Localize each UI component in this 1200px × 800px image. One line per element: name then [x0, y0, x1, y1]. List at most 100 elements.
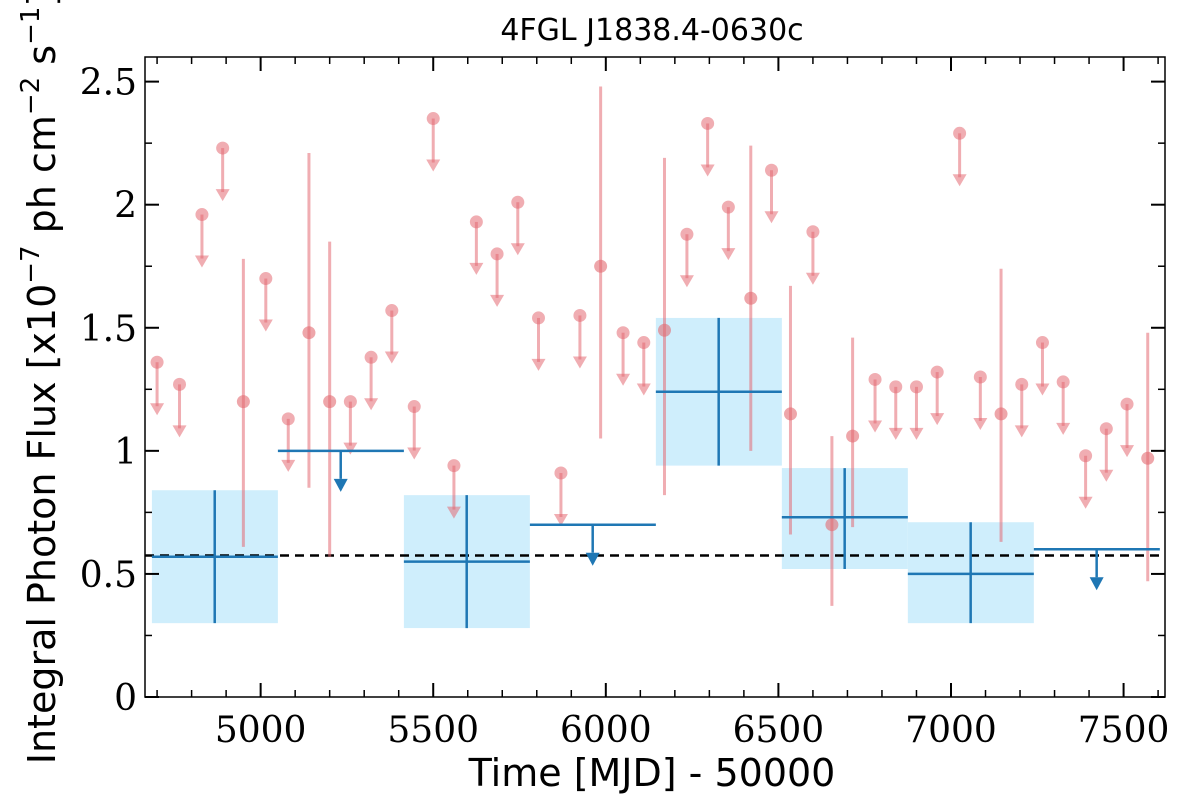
long-bin-upper-limit-head [1089, 577, 1104, 591]
short-bin-upper-limit-point [150, 355, 164, 369]
short-bin-upper-limit-point [1015, 377, 1029, 391]
short-bin-upper-limit-point [447, 459, 461, 473]
plot-area [145, 86, 1165, 629]
chart-title: 4FGL J1838.4-0630c [500, 13, 803, 48]
short-bin-upper-limit-head [553, 514, 568, 526]
short-bin-upper-limit-head [1099, 469, 1114, 482]
short-bin-upper-limit-head [258, 319, 273, 332]
short-bin-upper-limit-head [973, 418, 988, 430]
x-tick-label: 7500 [1078, 710, 1170, 751]
y-tick-label: 1.5 [80, 309, 137, 350]
short-bin-upper-limit-point [909, 380, 923, 394]
short-bin-upper-limit-head [407, 447, 422, 460]
short-bin-upper-limit-head [616, 373, 631, 386]
short-bin-upper-limit-point [364, 350, 378, 364]
short-bin-upper-limit-point [868, 372, 882, 386]
short-bin-upper-limit-point [259, 272, 273, 286]
x-tick-label: 6500 [733, 710, 825, 751]
long-bin-upper-limit-head [333, 478, 348, 492]
y-axis-label: Integral Photon Flux [x10−7 ph cm−2 s−1] [16, 0, 64, 764]
short-bin-upper-limit-head [636, 383, 651, 396]
short-bin-upper-limit-head [930, 413, 945, 426]
short-bin-upper-limit-head [364, 398, 379, 411]
short-bin-upper-limit-head [952, 174, 967, 187]
short-bin-upper-limit-point [701, 116, 715, 130]
short-bin-upper-limit-point [1056, 375, 1070, 389]
short-bin-upper-limit-head [1078, 496, 1093, 509]
short-bin-upper-limit-head [150, 403, 165, 416]
short-bin-upper-limit-point [973, 370, 987, 384]
short-bin-upper-limit-head [510, 243, 525, 256]
short-bin-upper-limit-point [721, 200, 735, 214]
short-bin-point [994, 407, 1008, 421]
short-bin-upper-limit-head [490, 294, 505, 307]
short-bin-upper-limit-point [1079, 449, 1093, 463]
short-bin-upper-limit-point [889, 380, 903, 394]
short-bin-point [657, 323, 671, 337]
short-bin-upper-limit-point [216, 141, 230, 155]
short-bin-upper-limit-point [930, 365, 944, 379]
short-bin-point [302, 326, 316, 340]
short-bin-upper-limit-head [194, 255, 209, 268]
y-tick-label: 0.5 [80, 555, 137, 596]
short-bin-upper-limit-point [680, 227, 694, 241]
y-tick-label: 2 [114, 186, 137, 227]
x-tick-label: 5000 [215, 710, 307, 751]
short-bin-upper-limit-head [909, 427, 924, 440]
short-bin-upper-limit-head [343, 442, 358, 455]
x-tick-label: 6000 [560, 710, 652, 751]
short-bin-upper-limit-head [1035, 383, 1050, 396]
short-bin-upper-limit-head [888, 427, 903, 440]
short-bin-upper-limit-point [407, 400, 421, 414]
short-bin-upper-limit-point [281, 412, 295, 426]
short-bin-upper-limit-head [1056, 422, 1071, 435]
short-bin-upper-limit-head [1120, 445, 1135, 458]
axes: 5000 5500 6000 6500 7000 7500 0 0.5 1 1.5 2 2.5 [80, 56, 1170, 751]
short-bin-point [323, 395, 337, 409]
short-bin-upper-limit-point [343, 395, 357, 409]
short-bin-upper-limit-point [1099, 422, 1113, 436]
short-bin-upper-limit-head [531, 358, 546, 371]
short-bin-upper-limit-point [1035, 336, 1049, 350]
short-bin-upper-limit-point [426, 112, 440, 126]
short-bin-upper-limit-head [805, 272, 820, 285]
short-bin-upper-limit-head [1014, 425, 1029, 438]
short-bin-upper-limit-point [490, 247, 504, 261]
y-tick-label: 2.5 [80, 63, 137, 104]
short-bin-upper-limit-point [385, 304, 399, 318]
short-bin-upper-limit-point [532, 311, 546, 325]
short-bin-upper-limit-point [554, 466, 568, 480]
short-bin-upper-limit-point [764, 163, 778, 177]
short-bin-upper-limit-head [469, 262, 484, 275]
y-tick-label: 0 [114, 678, 137, 719]
short-bin-upper-limit-head [215, 189, 230, 202]
short-bin-upper-limit-head [572, 356, 587, 369]
short-bin-upper-limit-head [764, 211, 779, 224]
short-bin-upper-limit-head [446, 506, 461, 519]
short-bin-upper-limit-head [172, 425, 187, 438]
short-bin-upper-limit-point [616, 326, 630, 340]
short-bin-upper-limit-point [469, 215, 483, 229]
short-bin-point [236, 395, 250, 409]
long-bin-upper-limit-head [585, 552, 600, 566]
short-bin-upper-limit-head [679, 275, 694, 288]
short-bin-upper-limit-point [511, 195, 525, 209]
short-bin-point [846, 429, 860, 443]
short-bin-point [1141, 451, 1155, 465]
short-bin-point [594, 259, 608, 273]
short-bin-upper-limit-head [281, 459, 296, 472]
short-bin-upper-limit-point [637, 336, 651, 350]
short-bin-upper-limit-point [173, 377, 187, 391]
x-axis-label: Time [MJD] - 50000 [468, 751, 836, 795]
short-bin-point [783, 407, 797, 421]
short-bin-upper-limit-point [573, 308, 587, 322]
y-tick-label: 1 [114, 432, 137, 473]
short-bin-point [744, 291, 758, 305]
short-bin-upper-limit-head [426, 159, 441, 172]
short-bin-upper-limit-point [953, 126, 967, 140]
short-bin-upper-limit-head [384, 351, 399, 364]
short-bin-upper-limit-point [1120, 397, 1134, 411]
short-bin-upper-limit-head [700, 164, 715, 177]
short-bin-point [825, 518, 839, 532]
short-bin-upper-limit-point [195, 208, 209, 222]
